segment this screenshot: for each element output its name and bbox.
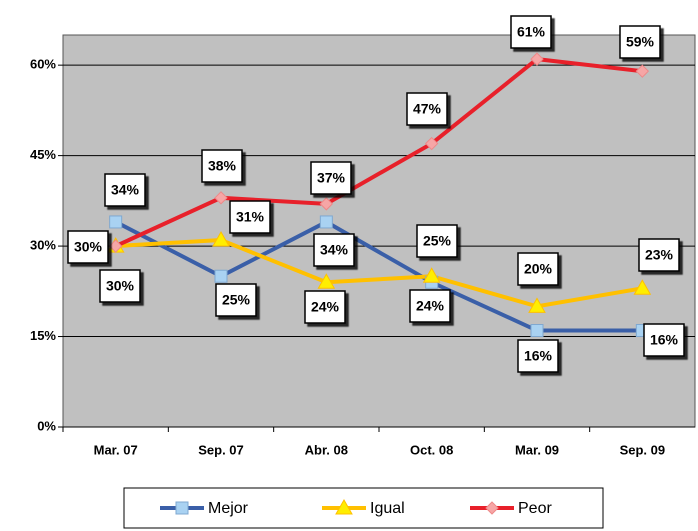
data-label: 24% (311, 299, 340, 315)
x-tick-label: Sep. 07 (198, 442, 244, 457)
data-label: 37% (317, 170, 346, 186)
marker (214, 269, 228, 283)
data-label: 59% (626, 34, 655, 50)
data-label: 47% (413, 101, 442, 117)
marker (530, 52, 544, 66)
data-label: 24% (416, 298, 445, 314)
legend-label: Peor (518, 500, 552, 517)
marker (109, 215, 123, 229)
data-label: 38% (208, 158, 237, 174)
marker (528, 297, 546, 313)
y-tick-label: 45% (30, 147, 56, 162)
data-label-box (416, 224, 458, 258)
data-label: 34% (111, 182, 140, 198)
marker (633, 279, 652, 295)
legend-label: Igual (370, 500, 405, 517)
marker (108, 239, 123, 253)
x-tick-label: Mar. 09 (515, 442, 559, 457)
series-line (114, 219, 643, 333)
marker (319, 215, 333, 229)
data-label-box (409, 289, 451, 323)
data-label-box (215, 283, 257, 317)
data-label: 20% (524, 261, 553, 277)
data-label-box (510, 15, 552, 49)
data-label: 25% (222, 292, 251, 308)
legend-marker (175, 501, 189, 515)
data-label-box (310, 161, 352, 195)
data-label-box (313, 233, 355, 267)
y-tick-label: 60% (30, 57, 56, 72)
x-tick-label: Mar. 07 (94, 442, 138, 457)
series-line (115, 238, 643, 309)
marker (530, 324, 544, 338)
data-label-box (643, 323, 685, 357)
data-label: 16% (524, 348, 553, 364)
marker (635, 64, 650, 78)
x-tick-label: Sep. 09 (620, 442, 666, 457)
marker (317, 273, 336, 289)
marker (424, 136, 439, 151)
y-tick-label: 30% (30, 238, 56, 253)
data-label: 61% (517, 24, 546, 40)
data-label-box (99, 269, 141, 303)
data-label: 31% (236, 209, 265, 225)
data-label-box (201, 149, 243, 183)
data-label-box (517, 339, 559, 373)
data-label: 34% (320, 242, 349, 258)
x-tick-label: Oct. 08 (410, 442, 453, 457)
data-label: 23% (645, 247, 674, 263)
marker (214, 191, 228, 205)
legend-label: Mejor (208, 500, 249, 517)
data-label-box (304, 290, 346, 324)
data-label-box (229, 200, 271, 234)
x-tick-label: Abr. 08 (305, 442, 348, 457)
data-label-box (104, 173, 146, 207)
data-label-box (619, 25, 661, 59)
marker (319, 197, 334, 211)
legend-marker (485, 501, 499, 515)
data-label: 25% (423, 233, 452, 249)
data-label-box (67, 230, 109, 264)
legend-marker (335, 498, 353, 515)
data-label: 30% (74, 239, 103, 255)
marker (212, 231, 230, 247)
series-line (114, 57, 643, 248)
plot-area (62, 34, 696, 428)
data-label: 16% (650, 332, 679, 348)
marker (422, 267, 441, 283)
data-label-box (638, 238, 680, 272)
data-label-box (406, 92, 448, 126)
y-tick-label: 0% (37, 418, 56, 433)
data-label: 30% (106, 278, 135, 294)
data-label-box (517, 252, 559, 286)
y-tick-label: 15% (30, 328, 56, 343)
